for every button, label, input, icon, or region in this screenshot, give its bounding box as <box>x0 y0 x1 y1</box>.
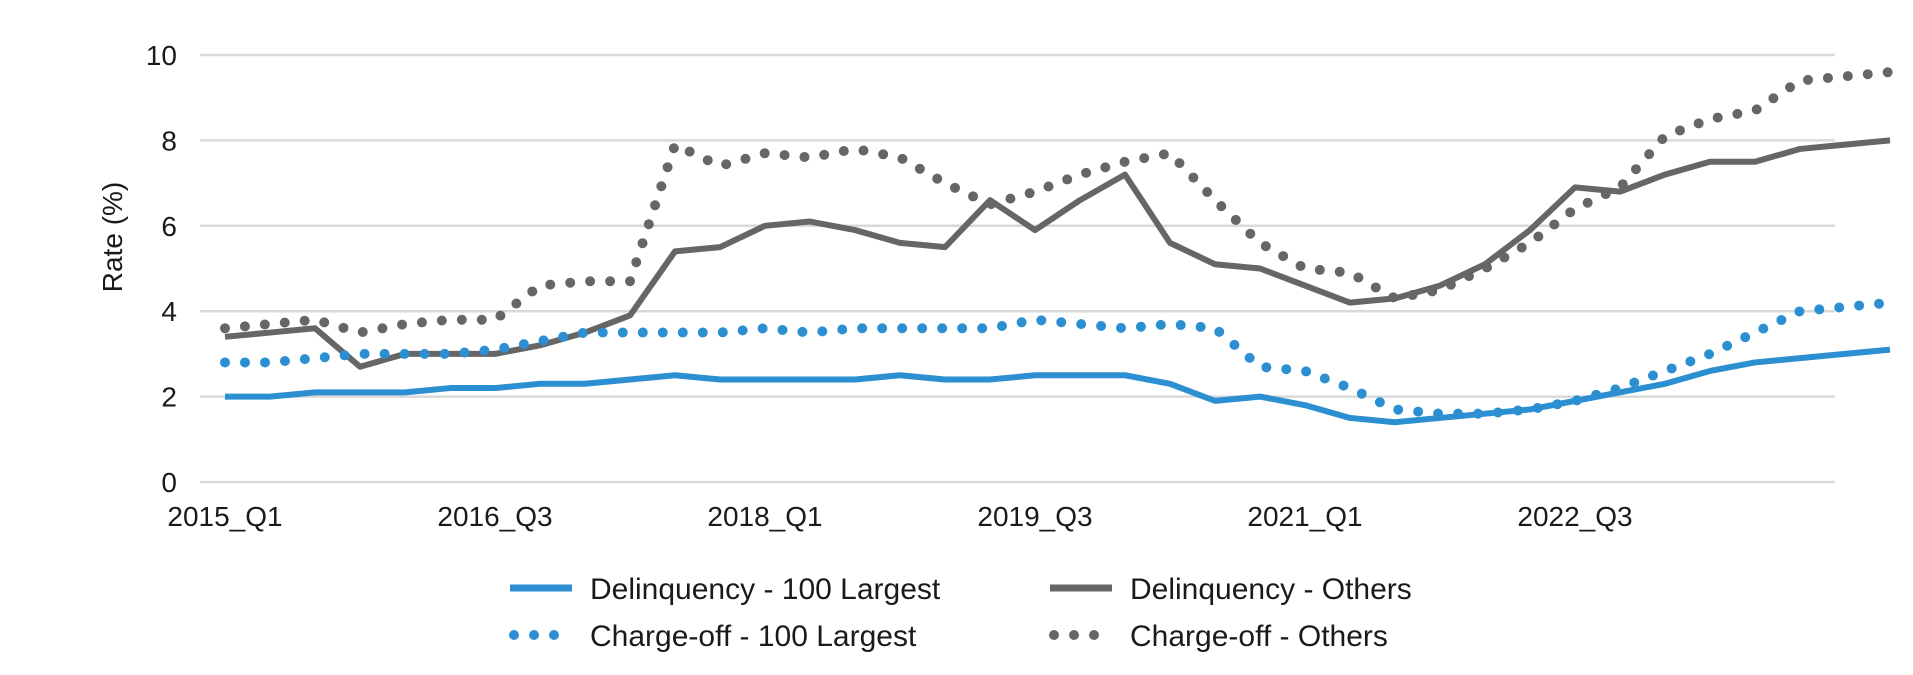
x-tick-label: 2015_Q1 <box>167 501 282 532</box>
series-line-3 <box>220 67 1895 338</box>
series-line-0 <box>225 346 1891 426</box>
x-tick-label: 2016_Q3 <box>437 501 552 532</box>
y-tick-label: 2 <box>161 382 177 413</box>
x-tick-label: 2019_Q3 <box>977 501 1092 532</box>
x-axis-ticks: 2015_Q1 2016_Q3 2018_Q1 2019_Q3 2021_Q1 2022_… <box>167 501 1632 532</box>
x-tick-label: 2021_Q1 <box>1247 501 1362 532</box>
series-line-2 <box>220 297 1895 419</box>
legend-label-0: Delinquency - 100 Largest <box>590 573 941 606</box>
y-tick-label: 4 <box>161 296 177 327</box>
x-tick-label: 2018_Q1 <box>707 501 822 532</box>
y-tick-label: 8 <box>161 125 177 156</box>
y-axis-ticks: 0 2 4 6 8 10 <box>146 40 177 498</box>
gridlines <box>200 53 1835 484</box>
x-tick-label: 2022_Q3 <box>1517 501 1632 532</box>
y-axis-title: Rate (%) <box>97 182 128 292</box>
series-line-1 <box>224 137 1891 370</box>
series-lines <box>220 67 1895 426</box>
legend: Delinquency - 100 Largest Delinquency - O… <box>509 573 1412 653</box>
y-tick-label: 10 <box>146 40 177 71</box>
legend-label-2: Charge-off - 100 Largest <box>590 620 917 653</box>
y-tick-label: 6 <box>161 211 177 242</box>
legend-label-1: Delinquency - Others <box>1130 573 1412 606</box>
legend-label-3: Charge-off - Others <box>1130 620 1388 653</box>
y-tick-label: 0 <box>161 467 177 498</box>
